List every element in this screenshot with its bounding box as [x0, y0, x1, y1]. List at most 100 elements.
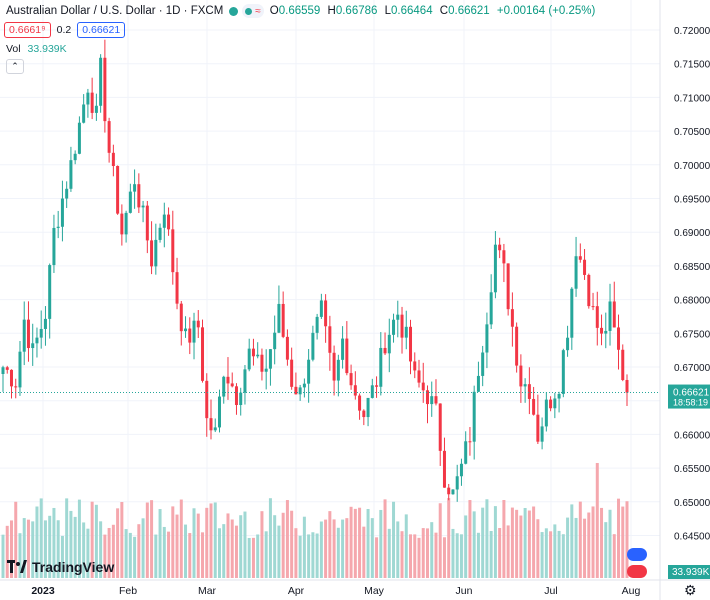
- candle-body: [332, 352, 336, 381]
- volume-bar: [294, 528, 298, 578]
- candle-body: [251, 348, 255, 357]
- price-tick-label: 0.64500: [674, 532, 710, 543]
- candle-body: [5, 367, 9, 370]
- candlesticks: [1, 39, 629, 502]
- volume-bar: [591, 506, 595, 578]
- market-open-dot: [229, 6, 239, 16]
- volume-bar: [447, 498, 451, 578]
- volume-bar: [213, 502, 217, 578]
- candle-body: [468, 441, 472, 443]
- candle-body: [1, 367, 5, 374]
- candle-body: [213, 427, 217, 431]
- candle-body: [247, 348, 251, 370]
- volume-bar: [358, 507, 362, 578]
- volume-bar: [532, 506, 536, 578]
- candle-body: [209, 418, 213, 431]
- volume-axis-badge-text: 33.939K: [672, 567, 710, 578]
- price-axis[interactable]: 0.72000 0.71500 0.71000 0.70500 0.70000 0.695…: [674, 26, 710, 543]
- volume-bar: [455, 533, 459, 578]
- volume-axis-badge: 33.939K: [668, 565, 710, 579]
- gear-icon[interactable]: ⚙: [684, 582, 697, 598]
- candle-body: [239, 392, 243, 406]
- high-value: 0.66786: [335, 5, 378, 17]
- candle-body: [345, 338, 349, 374]
- trade-row: 0.6661⁹ 0.2 0.66621: [4, 22, 126, 38]
- volume-bar: [247, 537, 251, 578]
- candle-body: [434, 396, 438, 404]
- buy-button[interactable]: 0.66621: [77, 22, 126, 38]
- volume-bar: [69, 510, 73, 578]
- volume-bar: [315, 533, 319, 578]
- candle-body: [421, 382, 425, 391]
- volume-bar: [281, 512, 285, 578]
- volume-bar: [116, 508, 120, 578]
- candle-body: [404, 326, 408, 338]
- volume-bar: [273, 515, 277, 578]
- volume-bar: [366, 509, 370, 578]
- volume-bar: [268, 498, 272, 578]
- time-axis[interactable]: 2023 Feb Mar Apr May Jun Jul Aug: [31, 585, 640, 597]
- volume-bar: [302, 516, 306, 578]
- volume-bar: [205, 507, 209, 578]
- volume-bar: [171, 506, 175, 578]
- candle-body: [14, 386, 18, 388]
- candle-body: [527, 384, 531, 399]
- price-tick-label: 0.69500: [674, 195, 710, 206]
- volume-bar: [65, 498, 69, 578]
- candle-body: [366, 397, 370, 418]
- status-dot-icon: [245, 7, 253, 15]
- price-tick-label: 0.71500: [674, 60, 710, 71]
- volume-bar: [128, 532, 132, 578]
- volume-bar: [307, 534, 311, 578]
- volume-bar: [332, 519, 336, 578]
- candle-body: [268, 349, 272, 369]
- candle-body: [324, 300, 328, 327]
- candle-body: [621, 349, 625, 380]
- volume-bar: [570, 504, 574, 578]
- countdown-text: 18:58:19: [673, 398, 708, 408]
- candle-body: [553, 398, 557, 409]
- drawing-badge-red[interactable]: [627, 565, 647, 578]
- candle-body: [438, 403, 442, 451]
- candle-body: [574, 256, 578, 289]
- candle-body: [311, 332, 315, 360]
- candle-body: [608, 301, 612, 331]
- volume-bar: [31, 521, 35, 578]
- drawing-badge-blue[interactable]: [627, 548, 647, 561]
- volume-bar: [201, 532, 205, 578]
- volume-bar: [124, 529, 128, 578]
- volume-bar: [595, 463, 599, 578]
- volume-bar: [612, 534, 616, 578]
- candle-body: [196, 320, 200, 328]
- candle-body: [230, 383, 234, 387]
- indicator-pill[interactable]: ≈: [242, 4, 264, 18]
- volume-bar: [239, 515, 243, 578]
- collapse-legend-button[interactable]: ⌃: [6, 59, 24, 74]
- ohlc-values: O0.66559 H0.66786 L0.66464 C0.66621 +0.0…: [270, 5, 600, 17]
- volume-bar: [574, 517, 578, 578]
- volume-bar: [184, 524, 188, 578]
- volume-bar: [48, 515, 52, 578]
- volume-bar: [600, 507, 604, 578]
- sell-button[interactable]: 0.6661⁹: [4, 22, 51, 38]
- candle-body: [188, 328, 192, 343]
- candle-body: [22, 319, 26, 352]
- volume-bar: [349, 506, 353, 578]
- volume-bar: [485, 499, 489, 578]
- tradingview-logo[interactable]: TradingView: [7, 559, 114, 575]
- candle-body: [60, 198, 64, 227]
- time-tick-label: Jun: [456, 585, 473, 597]
- volume-bar: [319, 521, 323, 578]
- candle-body: [532, 398, 536, 415]
- candle-body: [519, 365, 523, 387]
- volume-bar: [175, 514, 179, 578]
- volume-bar: [158, 509, 162, 578]
- candle-body: [243, 369, 247, 393]
- candle-body: [256, 354, 260, 357]
- candle-body: [417, 370, 421, 383]
- symbol-title[interactable]: Australian Dollar / U.S. Dollar · 1D · F…: [6, 5, 224, 17]
- candle-body: [205, 380, 209, 419]
- volume-legend: Vol 33.939K: [6, 43, 67, 55]
- price-tick-label: 0.68000: [674, 296, 710, 307]
